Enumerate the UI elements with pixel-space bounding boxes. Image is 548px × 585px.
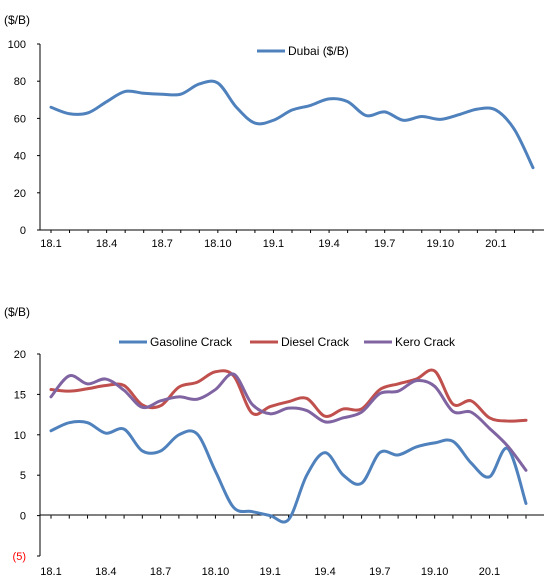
x-tick-label: 18.4: [96, 238, 117, 250]
x-tick-label: 18.10: [202, 566, 230, 578]
y-tick-label: 20: [14, 188, 26, 200]
x-tick-label: 18.4: [95, 566, 116, 578]
x-tick-label: 19.7: [369, 566, 390, 578]
y-tick-label: 15: [14, 389, 26, 401]
y-tick-label: 100: [8, 39, 26, 51]
x-tick-label: 19.7: [374, 238, 395, 250]
chart2-legend: Gasoline Crack Diesel Crack Kero Crack: [119, 335, 456, 349]
y-tick-label: 0: [20, 511, 26, 523]
x-tick-label: 18.7: [150, 566, 171, 578]
y-tick-label: 10: [14, 430, 26, 442]
chart2-unit-label: ($/B): [4, 305, 30, 319]
chart1-legend: Dubai ($/B): [257, 44, 349, 58]
x-tick-label: 20.1: [479, 566, 500, 578]
legend-label-gasoline: Gasoline Crack: [150, 335, 233, 349]
chart2-x-ticks: 18.1 18.4 18.7 18.10 19.1 19.4 19.7 19.10 20.1: [40, 515, 527, 578]
y-tick-label: 5: [20, 470, 26, 482]
chart1-series: [49, 79, 535, 170]
y-tick-label: (5): [13, 551, 26, 563]
x-tick-label: 18.10: [204, 238, 232, 250]
x-tick-label: 19.4: [314, 566, 335, 578]
chart2-series: [49, 368, 528, 524]
x-tick-label: 19.10: [427, 238, 455, 250]
y-tick-label: 60: [14, 113, 26, 125]
dubai-price-chart: ($/B) 0 20 40 60 80 100 18.1 18.4 18.7 18.10 19.1…: [4, 13, 544, 250]
legend-label-dubai: Dubai ($/B): [288, 44, 349, 58]
x-tick-label: 19.1: [260, 566, 281, 578]
series-line-dubai: [49, 79, 535, 170]
chart1-unit-label: ($/B): [4, 13, 30, 27]
x-tick-label: 19.10: [421, 566, 449, 578]
x-tick-label: 18.7: [152, 238, 173, 250]
y-tick-label: 40: [14, 151, 26, 163]
y-tick-label: 80: [14, 76, 26, 88]
y-tick-label: 0: [20, 225, 26, 237]
chart1-y-ticks: 0 20 40 60 80 100: [8, 39, 40, 237]
x-tick-label: 18.1: [40, 566, 61, 578]
y-tick-label: 20: [14, 349, 26, 361]
legend-label-kero: Kero Crack: [395, 335, 456, 349]
legend-label-diesel: Diesel Crack: [281, 335, 350, 349]
chart2-y-ticks: (5) 0 5 10 15 20: [13, 349, 40, 563]
series-line-gasoline: [49, 420, 528, 524]
x-tick-label: 20.1: [485, 238, 506, 250]
x-tick-label: 19.4: [318, 238, 339, 250]
series-line-kero: [49, 372, 528, 472]
chart1-x-ticks: 18.1 18.4 18.7 18.10 19.1 19.4 19.7 19.10 20.1: [40, 230, 534, 250]
x-tick-label: 19.1: [263, 238, 284, 250]
x-tick-label: 18.1: [40, 238, 61, 250]
